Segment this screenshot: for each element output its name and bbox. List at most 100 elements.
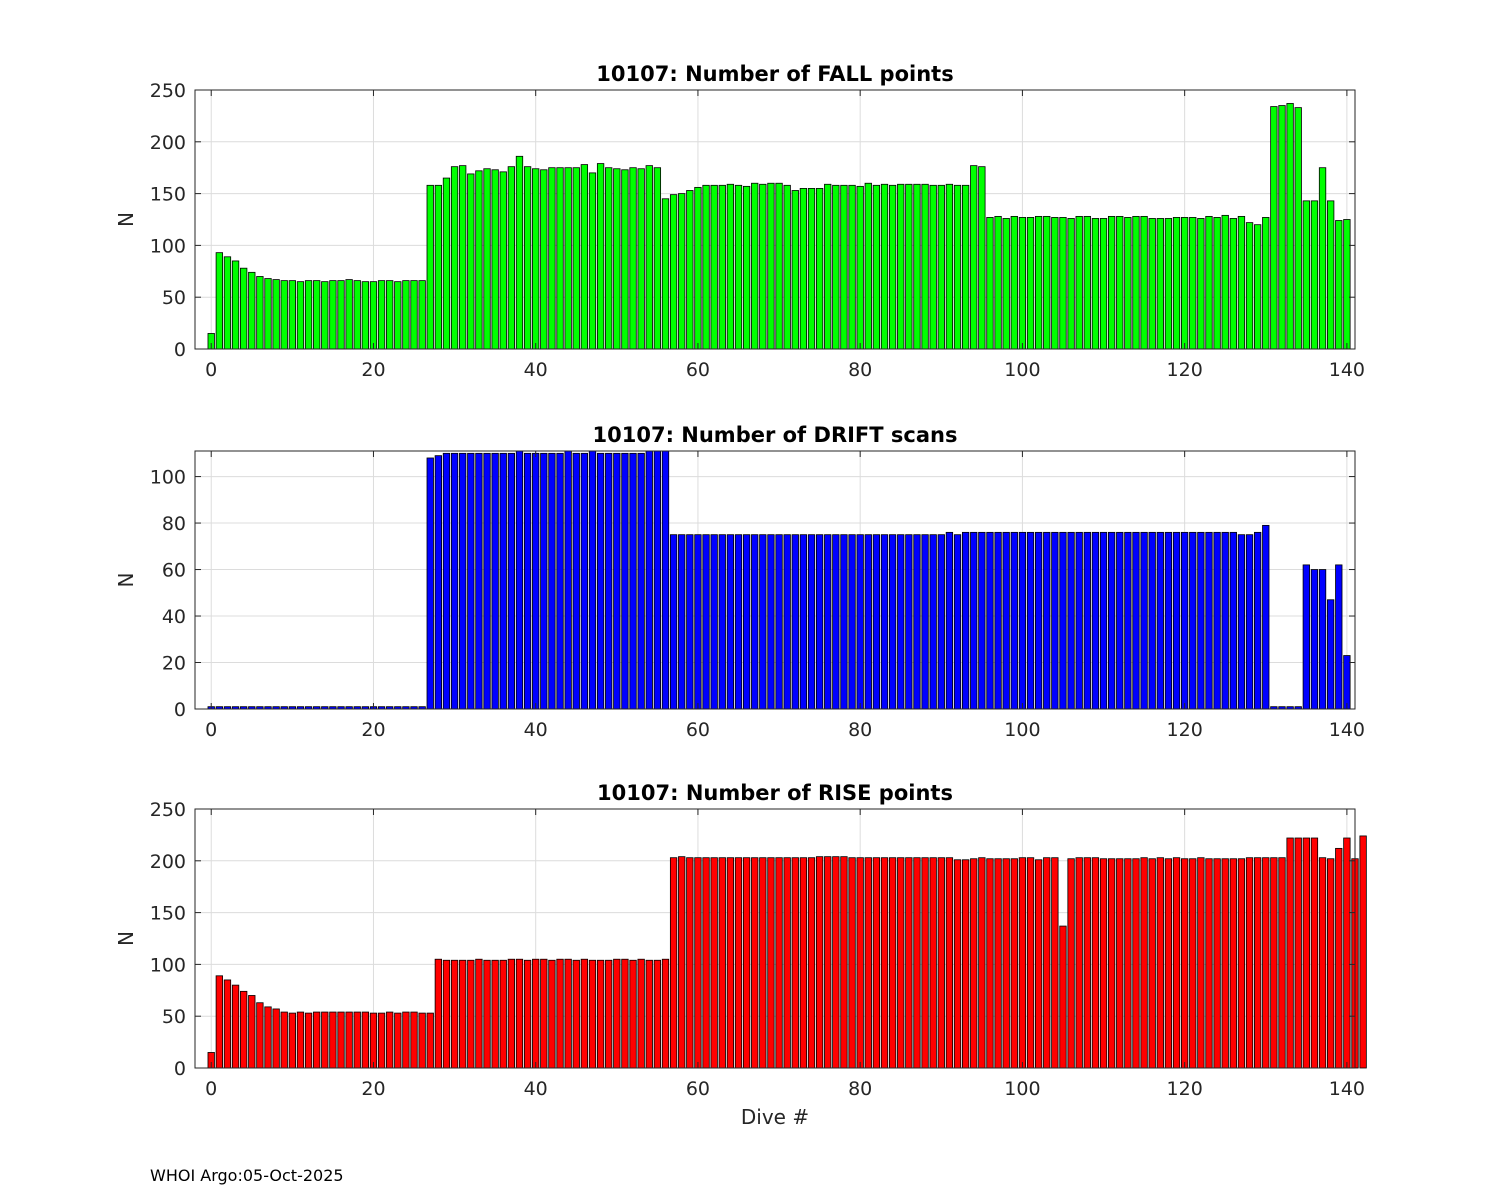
bar bbox=[1140, 215, 1148, 350]
bar bbox=[264, 1006, 272, 1069]
rise-plot-area bbox=[195, 809, 1355, 1068]
x-tick-label: 0 bbox=[205, 359, 217, 381]
rise-x-axis-label: Dive # bbox=[741, 1105, 809, 1129]
bar bbox=[467, 959, 475, 1069]
bar bbox=[921, 534, 929, 710]
y-tick-label: 150 bbox=[150, 184, 186, 206]
bar bbox=[264, 278, 272, 350]
bar bbox=[450, 452, 459, 710]
bar bbox=[1327, 858, 1335, 1069]
x-tick-label: 140 bbox=[1329, 359, 1365, 381]
bar bbox=[1310, 569, 1319, 710]
bar bbox=[1083, 215, 1091, 350]
bar bbox=[1294, 837, 1302, 1069]
bar bbox=[304, 1012, 313, 1069]
bar bbox=[564, 958, 572, 1069]
bar bbox=[1270, 106, 1278, 350]
bar bbox=[418, 1012, 426, 1069]
bar bbox=[1156, 531, 1164, 710]
y-tick-label: 200 bbox=[150, 132, 186, 154]
bar bbox=[807, 188, 816, 350]
bar bbox=[694, 534, 702, 710]
bar bbox=[280, 280, 288, 350]
bar bbox=[694, 186, 702, 350]
bar bbox=[240, 267, 248, 350]
bar bbox=[329, 280, 337, 350]
bar bbox=[515, 958, 524, 1069]
bar bbox=[321, 281, 329, 350]
bar bbox=[953, 859, 962, 1069]
bar bbox=[402, 280, 410, 350]
bar bbox=[1091, 531, 1100, 710]
bar bbox=[288, 280, 296, 350]
bar bbox=[783, 184, 791, 350]
bar bbox=[937, 184, 945, 350]
bar bbox=[1197, 531, 1205, 710]
bar bbox=[629, 959, 637, 1069]
bar bbox=[1172, 857, 1181, 1069]
bar bbox=[994, 858, 1002, 1069]
bar bbox=[1059, 217, 1067, 350]
bar bbox=[1075, 531, 1083, 710]
fall-axes-frame bbox=[194, 89, 1356, 350]
bar bbox=[645, 959, 653, 1069]
bar bbox=[1051, 857, 1059, 1069]
bar bbox=[434, 184, 443, 350]
bar bbox=[483, 959, 491, 1069]
bar bbox=[329, 1011, 337, 1069]
bar bbox=[361, 1011, 369, 1069]
bar bbox=[759, 183, 767, 350]
bar bbox=[426, 1012, 434, 1069]
bar bbox=[605, 959, 613, 1069]
bar bbox=[515, 155, 524, 350]
bar bbox=[645, 165, 653, 350]
x-tick-label: 120 bbox=[1167, 1078, 1203, 1100]
bar bbox=[605, 167, 613, 350]
bar bbox=[1318, 167, 1327, 350]
bar bbox=[1343, 655, 1351, 710]
bar bbox=[937, 534, 945, 710]
bar bbox=[394, 1012, 402, 1069]
bar bbox=[345, 279, 353, 350]
bar bbox=[791, 190, 799, 350]
bar bbox=[450, 959, 459, 1069]
x-tick-label: 40 bbox=[524, 719, 548, 741]
bar bbox=[718, 857, 726, 1069]
bar bbox=[507, 452, 516, 710]
bar bbox=[1099, 858, 1108, 1069]
bar bbox=[702, 857, 710, 1069]
bar bbox=[1254, 224, 1262, 350]
bar bbox=[442, 177, 451, 350]
bar bbox=[1034, 531, 1043, 710]
x-tick-label: 40 bbox=[524, 359, 548, 381]
bar bbox=[467, 173, 475, 350]
bar bbox=[296, 281, 305, 350]
bar bbox=[961, 531, 970, 710]
bar bbox=[361, 281, 369, 350]
bar bbox=[686, 190, 694, 350]
bar bbox=[872, 184, 881, 350]
bar bbox=[1091, 857, 1100, 1069]
bar bbox=[1059, 531, 1067, 710]
bar bbox=[386, 1011, 394, 1069]
bar bbox=[783, 857, 791, 1069]
bar bbox=[726, 857, 735, 1069]
bar bbox=[653, 450, 662, 710]
bar bbox=[661, 450, 670, 710]
bar bbox=[613, 958, 621, 1069]
x-tick-label: 140 bbox=[1329, 719, 1365, 741]
bar bbox=[799, 188, 808, 350]
bar bbox=[564, 167, 572, 350]
x-tick-label: 20 bbox=[361, 1078, 385, 1100]
bar bbox=[1213, 531, 1221, 710]
bar bbox=[491, 959, 499, 1069]
bar bbox=[1164, 531, 1173, 710]
bar bbox=[864, 857, 872, 1069]
bar bbox=[686, 857, 694, 1069]
bar bbox=[742, 857, 751, 1069]
bar bbox=[475, 170, 483, 350]
bar bbox=[313, 280, 321, 350]
bar bbox=[726, 183, 735, 350]
bar bbox=[256, 1002, 264, 1069]
bar bbox=[897, 857, 905, 1069]
